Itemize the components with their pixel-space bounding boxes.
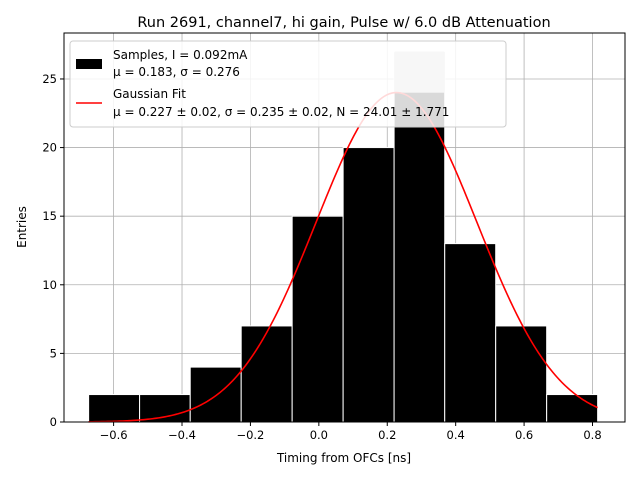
x-tick-label: 0.8 [583,428,601,442]
histogram-bar [444,243,497,423]
x-axis-ticks: −0.6 −0.4 −0.2 0.0 0.2 0.4 0.6 0.8 [100,422,602,442]
y-tick-label: 0 [50,415,57,429]
histogram-bar [88,394,141,423]
x-tick-label: 0.4 [447,428,465,442]
y-tick-label: 15 [42,209,57,223]
x-tick-label: 0.2 [378,428,396,442]
x-axis-label: Timing from OFCs [ns] [276,451,411,465]
y-tick-label: 20 [42,141,57,155]
y-axis-ticks: 0 5 10 15 20 25 [42,72,64,429]
y-axis-label: Entries [15,206,29,248]
histogram-bar [495,325,548,423]
chart-title: Run 2691, channel7, hi gain, Pulse w/ 6.… [137,15,550,31]
plot-frame [63,32,626,423]
legend-samples-swatch [76,59,102,69]
histogram-bar [546,394,599,423]
y-tick-label: 25 [42,72,57,86]
legend: Samples, I = 0.092mA μ = 0.183, σ = 0.27… [69,40,507,128]
x-tick-label: −0.2 [236,428,264,442]
legend-samples-stats: μ = 0.183, σ = 0.276 [113,65,240,79]
legend-fit-label: Gaussian Fit [113,87,186,101]
histogram-bar [342,147,395,423]
legend-box [69,40,507,128]
histogram-bar [291,215,344,423]
histogram-bar [139,394,191,423]
y-tick-label: 10 [42,278,57,292]
histogram-bar [189,366,242,423]
gaussian-fit-line [88,91,598,423]
legend-fit-stats: μ = 0.227 ± 0.02, σ = 0.235 ± 0.02, N = … [113,105,449,119]
x-tick-label: −0.4 [168,428,196,442]
x-tick-label: 0.0 [310,428,328,442]
x-tick-label: 0.6 [515,428,533,442]
legend-samples-label: Samples, I = 0.092mA [113,48,248,62]
gaussian-fit [88,91,598,423]
histogram-bar [240,325,293,423]
y-tick-label: 5 [50,346,57,360]
x-tick-label: −0.6 [100,428,128,442]
